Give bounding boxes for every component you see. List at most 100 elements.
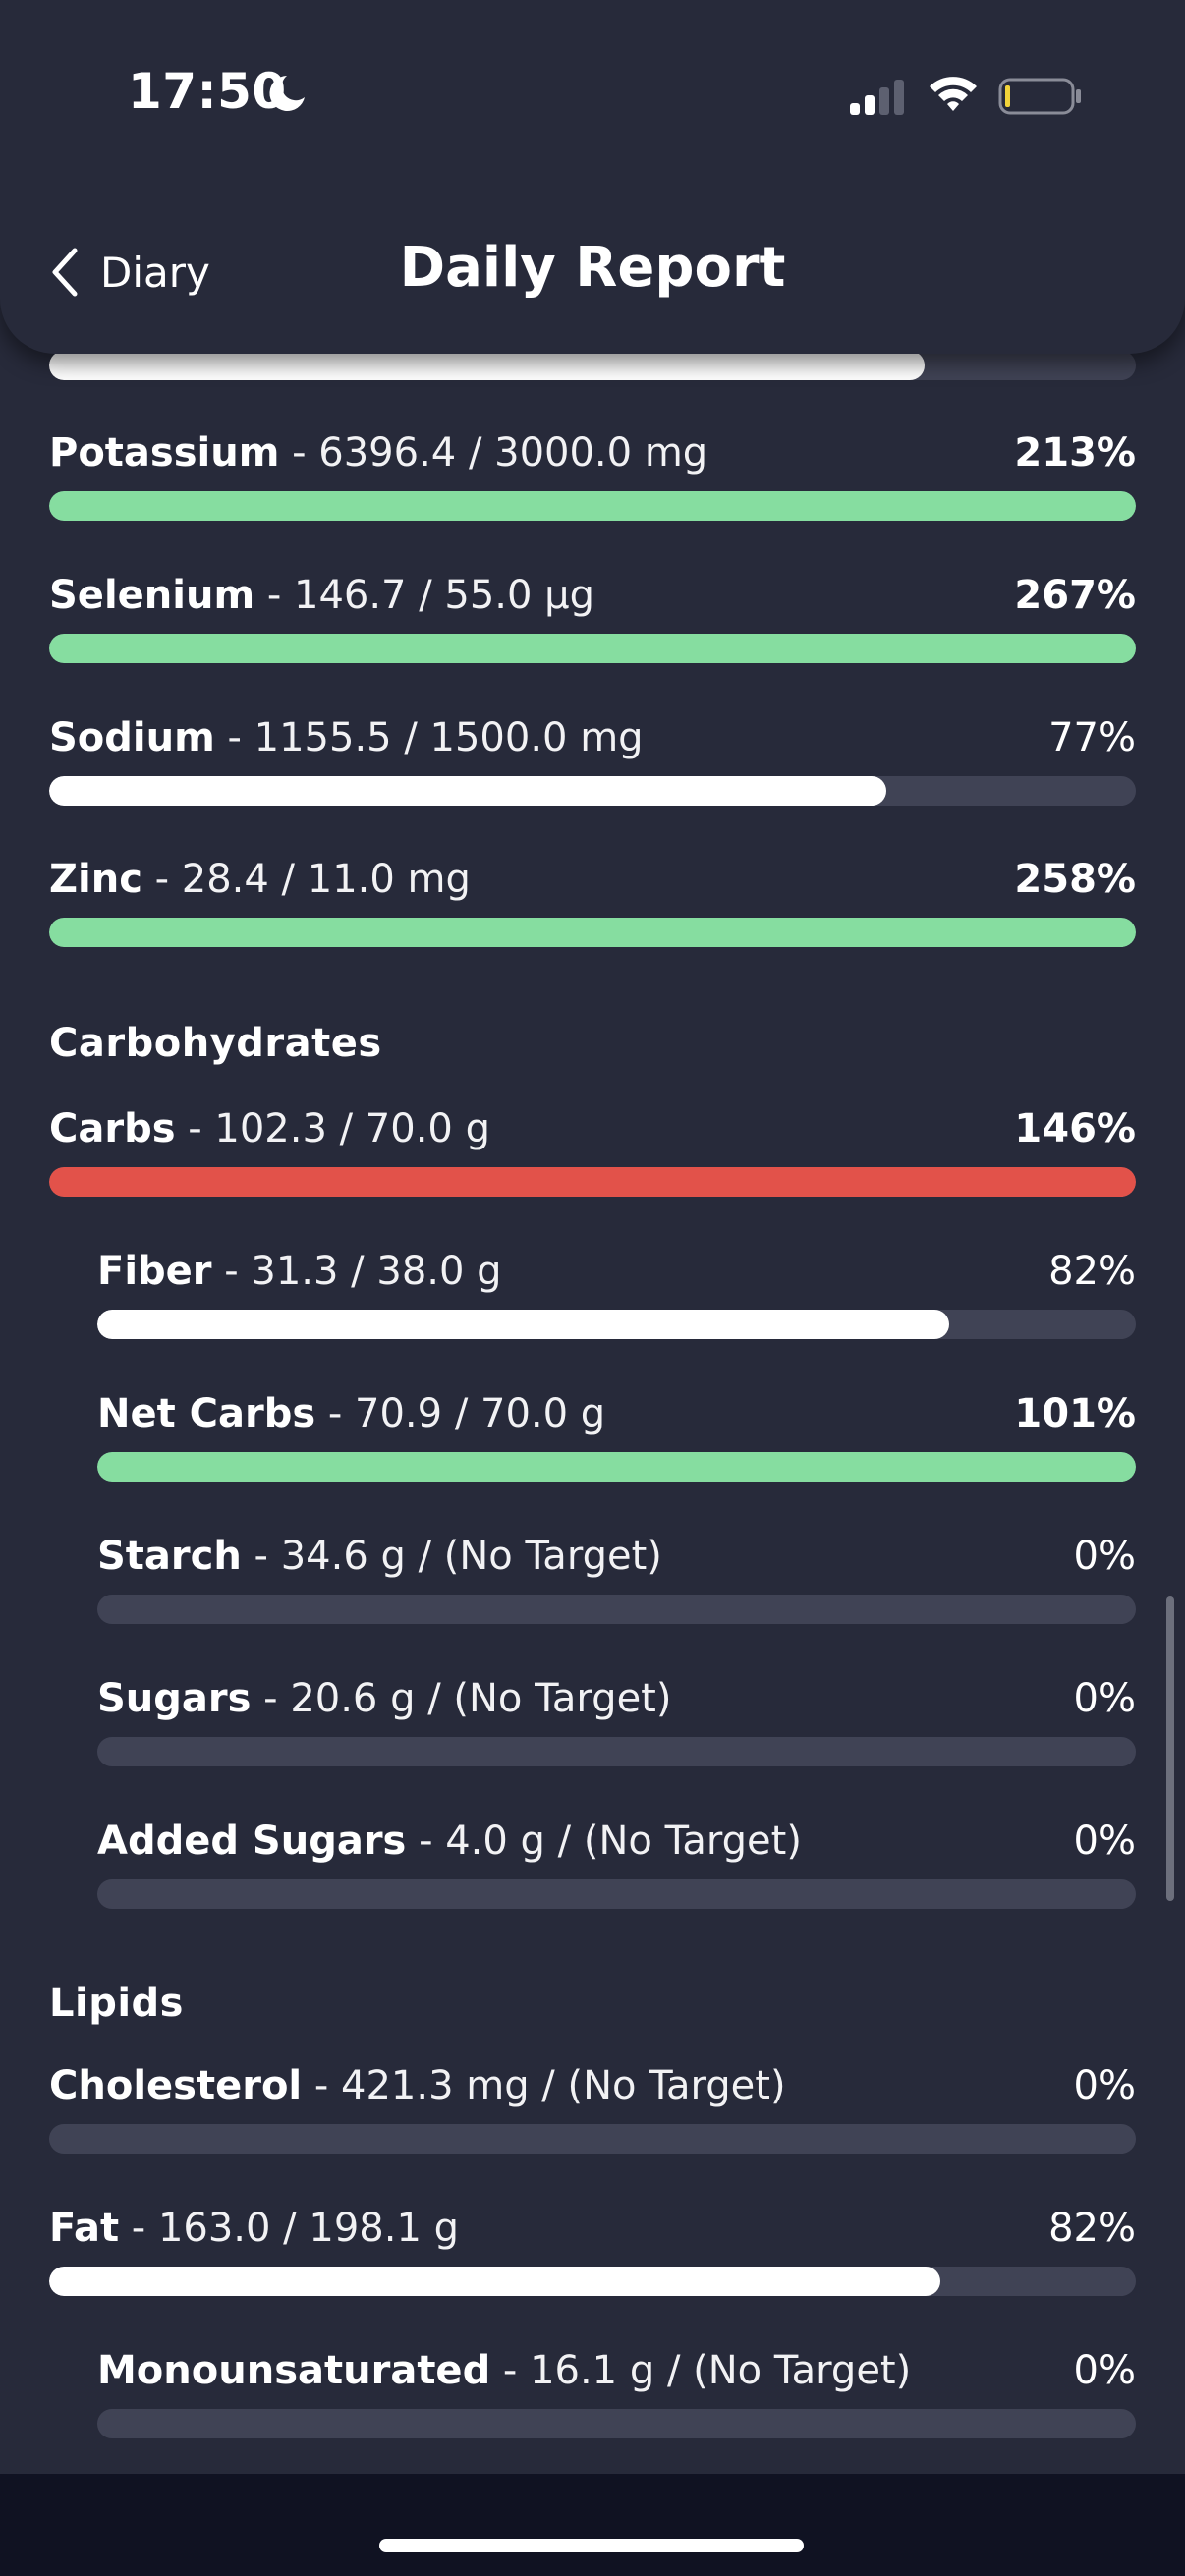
nutrient-row[interactable]: Cholesterol - 421.3 mg / (No Target) 0% [49, 2059, 1136, 2177]
nutrient-label: Sodium - 1155.5 / 1500.0 mg [49, 711, 644, 764]
nutrient-label: Cholesterol - 421.3 mg / (No Target) [49, 2059, 786, 2112]
progress-fill [49, 918, 1136, 947]
progress-track [97, 1310, 1136, 1339]
nutrient-amount: - 20.6 g / (No Target) [251, 1676, 672, 1721]
nutrient-label: Monounsaturated - 16.1 g / (No Target) [97, 2344, 911, 2397]
progress-track [97, 2409, 1136, 2438]
cellular-signal-icon [850, 80, 904, 115]
nutrient-label: Starch - 34.6 g / (No Target) [97, 1530, 662, 1583]
wifi-icon [930, 77, 977, 111]
nutrient-percent: 0% [1073, 1676, 1136, 1721]
nutrient-name: Added Sugars [97, 1819, 407, 1864]
status-time: 17:50 [128, 63, 287, 120]
nutrient-percent: 146% [1014, 1106, 1136, 1151]
nutrient-amount: - 1155.5 / 1500.0 mg [214, 715, 644, 760]
nutrient-percent: 101% [1014, 1391, 1136, 1436]
progress-track [97, 1595, 1136, 1624]
navigation-header: 17:50 Diary Daily Report [0, 0, 1185, 354]
scrollbar[interactable] [1166, 1596, 1174, 1901]
nutrient-name: Fat [49, 2206, 120, 2251]
nutrient-amount: - 28.4 / 11.0 mg [141, 857, 471, 902]
progress-fill [49, 351, 926, 380]
nutrient-amount: - 421.3 mg / (No Target) [302, 2063, 786, 2108]
nutrient-name: Cholesterol [49, 2063, 303, 2108]
nutrient-percent: 77% [1048, 715, 1136, 760]
nutrient-label: Fat - 163.0 / 198.1 g [49, 2202, 459, 2255]
back-label: Diary [100, 248, 210, 297]
nutrient-name: Potassium [49, 430, 280, 476]
nutrient-percent: 213% [1014, 430, 1136, 476]
section-title-lipids: Lipids [49, 1981, 184, 2026]
home-indicator[interactable] [379, 2539, 804, 2552]
back-button[interactable]: Diary [47, 238, 210, 307]
battery-icon [998, 78, 1081, 115]
nutrient-percent: 82% [1048, 1249, 1136, 1294]
nutrient-row[interactable]: Fiber - 31.3 / 38.0 g 82% [97, 1245, 1136, 1363]
progress-track [49, 776, 1136, 806]
nutrient-name: Zinc [49, 857, 142, 902]
nutrient-row[interactable]: Added Sugars - 4.0 g / (No Target) 0% [97, 1815, 1136, 1932]
nutrient-amount: - 146.7 / 55.0 µg [254, 573, 595, 618]
nutrient-label: Net Carbs - 70.9 / 70.0 g [97, 1387, 605, 1440]
nutrient-percent: 258% [1014, 857, 1136, 902]
nutrient-row[interactable]: Fat - 163.0 / 198.1 g 82% [49, 2202, 1136, 2320]
nutrient-label: Selenium - 146.7 / 55.0 µg [49, 569, 594, 622]
progress-track [97, 1879, 1136, 1909]
nutrient-amount: - 16.1 g / (No Target) [490, 2348, 912, 2393]
nutrient-label: Carbs - 102.3 / 70.0 g [49, 1102, 490, 1155]
progress-fill [49, 1167, 1136, 1197]
nutrient-row[interactable]: Carbs - 102.3 / 70.0 g 146% [49, 1102, 1136, 1220]
progress-fill [49, 776, 886, 806]
nutrient-name: Fiber [97, 1249, 212, 1294]
progress-fill [49, 491, 1136, 521]
nutrient-name: Net Carbs [97, 1391, 316, 1436]
nutrient-row[interactable]: Net Carbs - 70.9 / 70.0 g 101% [97, 1387, 1136, 1505]
page-title: Daily Report [399, 236, 786, 300]
progress-track [97, 1737, 1136, 1766]
nutrient-name: Selenium [49, 573, 255, 618]
progress-track [49, 2267, 1136, 2296]
nutrient-name: Carbs [49, 1106, 176, 1151]
nutrient-percent: 0% [1073, 1534, 1136, 1579]
nutrient-label: Added Sugars - 4.0 g / (No Target) [97, 1815, 802, 1868]
progress-fill [49, 2267, 940, 2296]
progress-track [49, 351, 1136, 380]
nutrient-label: Zinc - 28.4 / 11.0 mg [49, 853, 471, 906]
bottom-safe-area [0, 2474, 1185, 2576]
nutrient-row-partial [49, 286, 1136, 404]
nutrient-amount: - 6396.4 / 3000.0 mg [279, 430, 708, 476]
nutrient-row[interactable]: Sodium - 1155.5 / 1500.0 mg 77% [49, 711, 1136, 829]
progress-track [49, 2124, 1136, 2154]
chevron-left-icon [52, 248, 78, 297]
progress-track [97, 1452, 1136, 1482]
progress-fill [97, 1452, 1136, 1482]
nutrient-amount: - 70.9 / 70.0 g [315, 1391, 606, 1436]
nutrient-percent: 0% [1073, 2348, 1136, 2393]
nutrient-label: Sugars - 20.6 g / (No Target) [97, 1672, 671, 1725]
section-title-carbohydrates: Carbohydrates [49, 1021, 382, 1066]
status-bar: 17:50 [0, 0, 1185, 196]
report-content[interactable]: Potassium - 6396.4 / 3000.0 mg 213% Seleni… [0, 0, 1185, 2476]
nutrient-row[interactable]: Selenium - 146.7 / 55.0 µg 267% [49, 569, 1136, 687]
nutrient-label: Fiber - 31.3 / 38.0 g [97, 1245, 502, 1298]
nutrient-label: Potassium - 6396.4 / 3000.0 mg [49, 426, 707, 479]
nutrient-row[interactable]: Zinc - 28.4 / 11.0 mg 258% [49, 853, 1136, 971]
nutrient-amount: - 34.6 g / (No Target) [241, 1534, 662, 1579]
progress-fill [49, 634, 1136, 663]
nutrient-row[interactable]: Potassium - 6396.4 / 3000.0 mg 213% [49, 426, 1136, 544]
nutrient-name: Sodium [49, 715, 215, 760]
nutrient-row[interactable]: Starch - 34.6 g / (No Target) 0% [97, 1530, 1136, 1648]
progress-fill [97, 1310, 949, 1339]
progress-track [49, 918, 1136, 947]
nutrient-amount: - 4.0 g / (No Target) [406, 1819, 802, 1864]
progress-track [49, 491, 1136, 521]
nutrient-amount: - 102.3 / 70.0 g [175, 1106, 490, 1151]
progress-track [49, 1167, 1136, 1197]
nutrient-percent: 267% [1014, 573, 1136, 618]
nutrient-name: Monounsaturated [97, 2348, 491, 2393]
nutrient-percent: 0% [1073, 1819, 1136, 1864]
progress-track [49, 634, 1136, 663]
nutrient-row[interactable]: Monounsaturated - 16.1 g / (No Target) 0% [97, 2344, 1136, 2462]
nutrient-name: Sugars [97, 1676, 252, 1721]
nutrient-row[interactable]: Sugars - 20.6 g / (No Target) 0% [97, 1672, 1136, 1790]
